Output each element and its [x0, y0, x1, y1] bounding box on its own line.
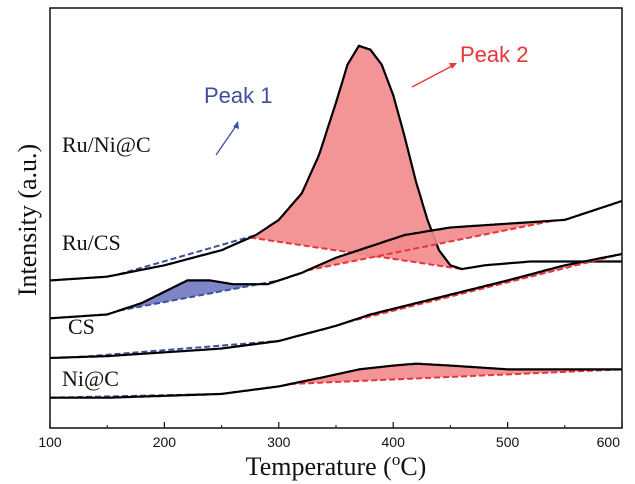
- plot-area: [49, 44, 623, 399]
- cs-peak-2-area: [347, 253, 622, 323]
- series-label-cs: CS: [68, 314, 95, 339]
- series-label-ru-cs: Ru/CS: [62, 230, 121, 255]
- peak-1-arrow: [215, 125, 237, 156]
- series-label-ni-c: Ni@C: [62, 366, 119, 391]
- y-axis-title: Intensity (a.u.): [13, 144, 42, 296]
- x-tick-label-500: 500: [496, 434, 520, 450]
- x-tick-label-400: 400: [382, 434, 406, 450]
- peak-1-arrowhead: [233, 121, 239, 129]
- series-label-ru-ni-c: Ru/Ni@C: [62, 132, 151, 157]
- x-axis-title: Temperature (oC): [246, 450, 427, 481]
- peak-2-arrowhead: [449, 63, 457, 69]
- ru-ni-c-peak-2-area: [250, 46, 461, 269]
- ni-c-curve: [50, 362, 622, 399]
- ru-cs-peak-2-area: [307, 220, 553, 271]
- x-tick-label-600: 600: [597, 434, 621, 450]
- ru-ni-c-peak-1-baseline: [118, 234, 257, 276]
- x-axis-title-main: Temperature (: [246, 452, 392, 481]
- x-tick-label-200: 200: [153, 434, 177, 450]
- ru-cs-peak-1-baseline: [118, 279, 279, 312]
- cs-peak-2-baseline: [347, 252, 623, 324]
- ni-c-peak-2-baseline: [290, 368, 623, 386]
- x-axis-title-sup: o: [392, 450, 401, 469]
- x-tick-label-100: 100: [38, 434, 62, 450]
- cs-curve: [49, 252, 623, 360]
- peak-1-label: Peak 1: [204, 83, 273, 108]
- x-axis-ticks: 100 200 300 400 500 600: [38, 422, 623, 450]
- cs-peak-1-baseline: [78, 339, 279, 359]
- x-tick-label-300: 300: [267, 434, 291, 450]
- ru-cs-peak-2-baseline: [307, 219, 554, 272]
- ru-cs-curve: [49, 199, 623, 320]
- series-labels: Ru/Ni@C Ru/CS CS Ni@C: [62, 132, 151, 391]
- ru-ni-c-curve: [49, 44, 622, 282]
- x-axis-title-unit: C): [400, 452, 426, 481]
- peak-2-label: Peak 2: [460, 42, 529, 67]
- peak-2-arrow: [411, 65, 453, 88]
